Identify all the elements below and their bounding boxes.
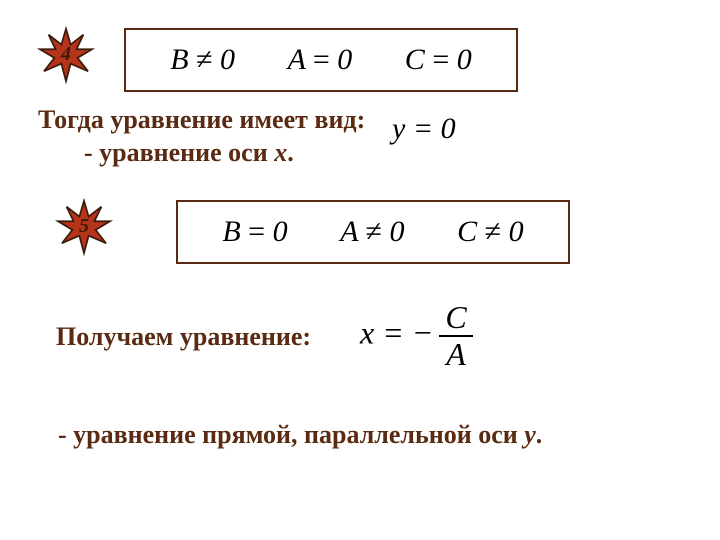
slide: { "colors": { "text_brown": "#5a2a12", "… <box>0 0 720 540</box>
star-number-4: 4 <box>61 43 71 66</box>
text-5-line2: - уравнение прямой, параллельной оси y. <box>58 420 542 450</box>
cond-4-a: A = 0 <box>288 43 353 77</box>
cond-5-c: C ≠ 0 <box>457 215 523 249</box>
star-badge-4: 4 <box>37 26 95 84</box>
cond-5-a: A ≠ 0 <box>340 215 404 249</box>
cond-4-b: B ≠ 0 <box>170 43 235 77</box>
cond-4-c: C = 0 <box>405 43 472 77</box>
cond-5-b: B = 0 <box>222 215 287 249</box>
result-eq-5: x = −CA <box>360 300 473 372</box>
text-4-line1: Тогда уравнение имеет вид: <box>38 105 365 135</box>
star-number-5: 5 <box>79 215 89 238</box>
text-5-line1: Получаем уравнение: <box>56 322 311 352</box>
result-eq-4: y = 0 <box>392 112 456 146</box>
text-4-line2: - уравнение оси x. <box>84 138 294 168</box>
condition-box-5: B = 0 A ≠ 0 C ≠ 0 <box>176 200 570 264</box>
star-badge-5: 5 <box>55 198 113 256</box>
condition-box-4: B ≠ 0 A = 0 C = 0 <box>124 28 518 92</box>
